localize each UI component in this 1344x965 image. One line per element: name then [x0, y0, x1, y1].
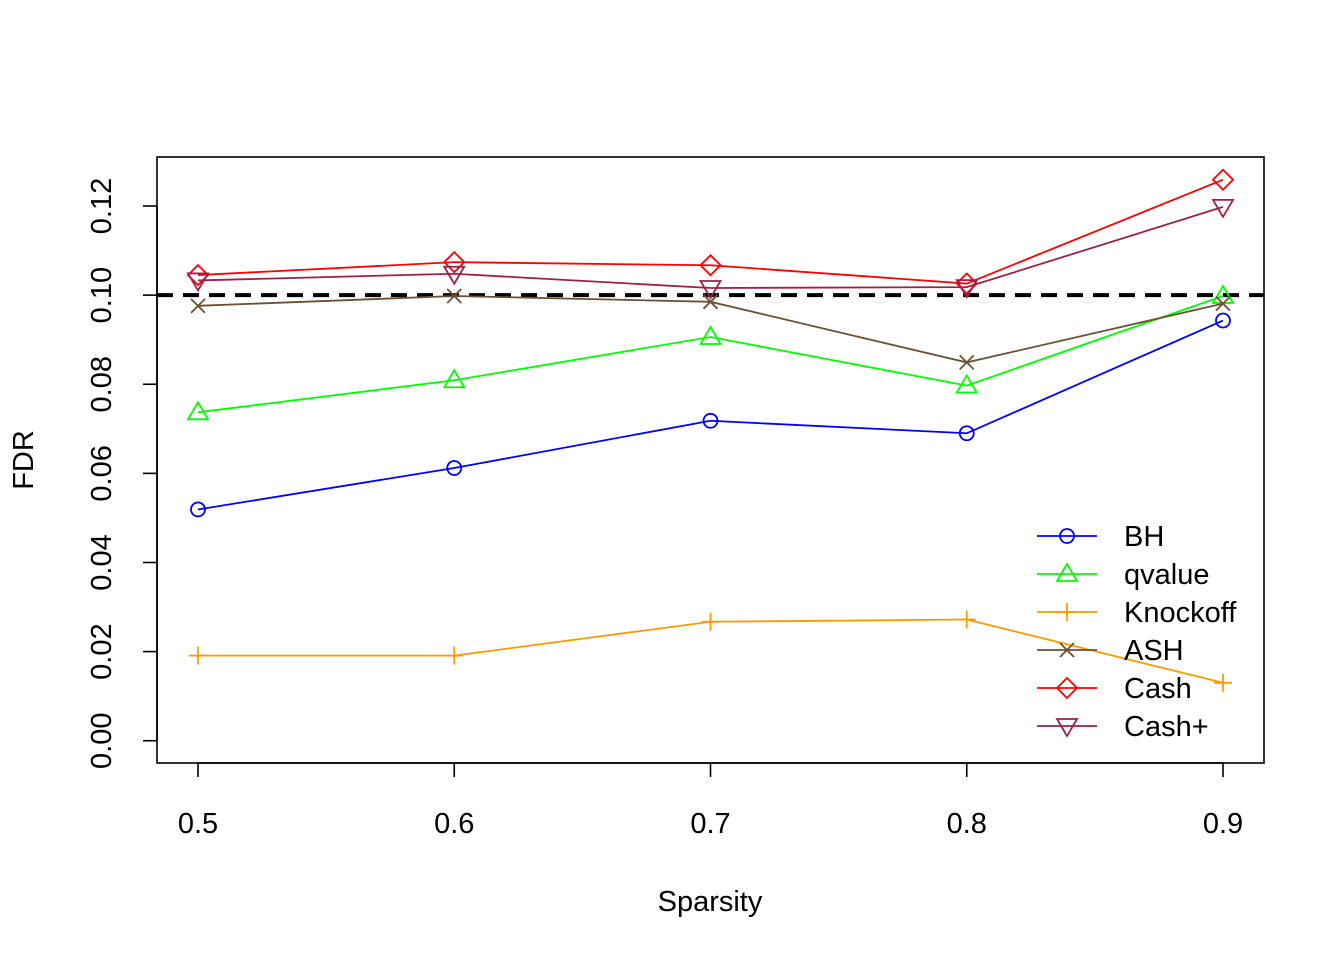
legend-label: Knockoff — [1124, 597, 1237, 629]
plus-marker — [1214, 673, 1232, 692]
y-tick-label: 0.00 — [86, 712, 118, 768]
y-axis-label: FDR — [8, 430, 40, 490]
y-tick-label: 0.02 — [86, 623, 118, 679]
plus-marker — [701, 612, 720, 631]
x-tick-label: 0.5 — [178, 808, 218, 840]
diamond-marker — [699, 254, 722, 277]
x-tick-label: 0.7 — [690, 808, 730, 840]
circle-marker — [702, 412, 719, 429]
y-tick-label: 0.10 — [86, 267, 118, 323]
x-axis-label: Sparsity — [658, 886, 763, 918]
x-tick-label: 0.8 — [947, 808, 987, 840]
cross-marker — [190, 298, 206, 314]
legend-item: qvalue — [1037, 559, 1209, 591]
legend-item: Cash — [1037, 673, 1192, 705]
cross-marker — [702, 294, 719, 310]
cross-marker — [959, 354, 975, 371]
series-cash-plus — [186, 199, 1235, 300]
legend-item: ASH — [1037, 635, 1184, 667]
diamond-marker — [1211, 168, 1235, 191]
y-tick-label: 0.04 — [86, 534, 118, 590]
triangle-down-marker — [442, 265, 466, 286]
y-tick-label: 0.06 — [86, 445, 118, 501]
diamond-marker — [442, 250, 466, 274]
plus-marker — [957, 610, 976, 629]
diamond-marker — [186, 263, 210, 287]
y-tick-label: 0.12 — [86, 178, 118, 234]
y-tick-label: 0.08 — [86, 356, 118, 412]
x-tick-label: 0.6 — [434, 808, 474, 840]
triangle-up-marker — [698, 325, 723, 345]
triangle-down-marker — [955, 279, 979, 299]
triangle-up-marker — [1055, 562, 1079, 582]
triangle-down-marker — [698, 280, 723, 300]
x-tick-label: 0.9 — [1203, 808, 1243, 840]
legend-label: Cash — [1124, 673, 1192, 705]
triangle-up-marker — [955, 373, 979, 394]
legend: BH qvalue Knockoff ASH Cash Cash+ — [1037, 521, 1237, 743]
legend-item: Knockoff — [1037, 597, 1237, 629]
series-line-qvalue — [197, 295, 1224, 414]
series-bh — [190, 312, 1231, 518]
triangle-down-marker — [1055, 718, 1079, 738]
triangle-up-marker — [186, 400, 210, 421]
plus-marker — [189, 646, 207, 665]
legend-label: qvalue — [1124, 559, 1209, 591]
legend-label: BH — [1124, 521, 1164, 553]
circle-marker — [958, 425, 975, 442]
legend-item: Cash+ — [1037, 711, 1209, 743]
plus-marker — [1058, 603, 1076, 621]
plus-marker — [445, 646, 464, 665]
cross-marker — [446, 288, 462, 304]
triangle-up-marker — [442, 368, 466, 389]
triangle-down-marker — [186, 272, 210, 293]
series-knockoff — [189, 610, 1232, 692]
triangle-down-marker — [1211, 199, 1235, 219]
circle-marker — [190, 501, 206, 518]
circle-marker — [1059, 528, 1075, 544]
circle-marker — [1215, 312, 1231, 329]
series-ash — [190, 288, 1231, 371]
legend-label: Cash+ — [1124, 711, 1209, 743]
circle-marker — [446, 460, 463, 476]
cross-marker — [1059, 642, 1075, 658]
series-line-cash-plus — [197, 206, 1224, 289]
series-line-bh — [197, 319, 1224, 511]
legend-item: BH — [1037, 521, 1164, 553]
series-line-cash — [197, 178, 1224, 285]
diamond-marker — [1055, 676, 1079, 700]
cross-marker — [1215, 295, 1231, 312]
legend-label: ASH — [1124, 635, 1184, 667]
